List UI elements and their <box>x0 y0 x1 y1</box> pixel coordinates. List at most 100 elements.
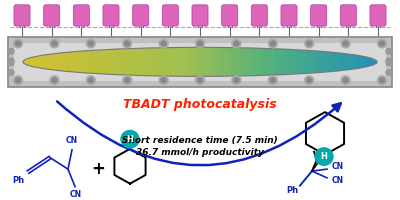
Circle shape <box>50 76 59 85</box>
Bar <box>355 55 359 69</box>
Bar <box>50 54 54 70</box>
Bar <box>297 50 302 74</box>
Bar <box>196 47 200 76</box>
FancyBboxPatch shape <box>133 5 149 26</box>
Bar <box>368 58 372 66</box>
Bar <box>275 49 280 75</box>
Bar <box>58 53 63 71</box>
Circle shape <box>123 76 132 85</box>
Circle shape <box>198 41 202 46</box>
Bar <box>288 49 293 74</box>
Circle shape <box>52 41 57 46</box>
Circle shape <box>8 58 14 64</box>
Bar <box>249 48 253 76</box>
Bar <box>306 50 311 73</box>
Circle shape <box>14 39 22 48</box>
Bar <box>311 51 315 73</box>
Bar <box>337 53 342 71</box>
Bar <box>324 52 328 72</box>
Circle shape <box>52 78 57 83</box>
Bar <box>302 50 306 74</box>
Text: CN: CN <box>332 176 344 185</box>
Circle shape <box>159 76 168 85</box>
Bar <box>98 50 103 74</box>
Circle shape <box>16 78 20 83</box>
FancyBboxPatch shape <box>14 5 30 26</box>
Bar <box>218 47 222 76</box>
Circle shape <box>88 78 93 83</box>
Circle shape <box>341 76 350 85</box>
Circle shape <box>232 39 241 48</box>
FancyBboxPatch shape <box>192 5 208 26</box>
Text: H: H <box>126 135 134 144</box>
Bar <box>28 58 32 66</box>
Bar <box>253 48 258 76</box>
Circle shape <box>378 76 386 85</box>
Bar <box>142 48 147 76</box>
Circle shape <box>380 41 384 46</box>
Bar <box>178 47 182 76</box>
Bar <box>209 47 213 76</box>
Circle shape <box>386 58 392 64</box>
Bar <box>359 56 364 68</box>
FancyBboxPatch shape <box>14 43 386 81</box>
Circle shape <box>196 76 204 85</box>
Bar <box>342 53 346 70</box>
Bar <box>226 48 231 76</box>
Circle shape <box>161 41 166 46</box>
Circle shape <box>234 78 239 83</box>
Text: TBADT photocatalysis: TBADT photocatalysis <box>123 98 277 111</box>
Circle shape <box>307 78 312 83</box>
Bar <box>160 48 165 76</box>
Circle shape <box>123 39 132 48</box>
Bar <box>315 51 320 73</box>
Bar <box>204 47 209 76</box>
Circle shape <box>86 76 95 85</box>
Bar <box>134 48 138 75</box>
Bar <box>129 48 134 75</box>
Bar <box>284 49 288 75</box>
Bar <box>54 53 58 70</box>
Bar <box>333 52 337 71</box>
Text: CN: CN <box>66 136 78 145</box>
Bar <box>231 48 235 76</box>
FancyBboxPatch shape <box>340 5 356 26</box>
Bar <box>45 55 50 69</box>
Circle shape <box>8 48 14 54</box>
Circle shape <box>16 41 20 46</box>
Circle shape <box>268 76 277 85</box>
FancyBboxPatch shape <box>103 5 119 26</box>
Bar <box>213 47 218 76</box>
Circle shape <box>380 78 384 83</box>
Bar <box>320 51 324 72</box>
Circle shape <box>198 78 202 83</box>
Bar <box>328 52 333 72</box>
FancyBboxPatch shape <box>311 5 327 26</box>
Bar <box>258 48 262 76</box>
Circle shape <box>268 39 277 48</box>
Bar <box>41 55 45 69</box>
Circle shape <box>125 41 130 46</box>
FancyBboxPatch shape <box>281 5 297 26</box>
FancyBboxPatch shape <box>44 5 60 26</box>
Circle shape <box>14 76 22 85</box>
Text: CN: CN <box>332 162 344 171</box>
Circle shape <box>270 78 275 83</box>
Bar <box>63 52 67 71</box>
Circle shape <box>8 70 14 75</box>
Bar <box>372 60 377 64</box>
FancyBboxPatch shape <box>162 5 178 26</box>
Circle shape <box>88 41 93 46</box>
Bar <box>191 47 196 76</box>
Bar <box>76 51 80 72</box>
Bar <box>174 47 178 76</box>
Text: Ph: Ph <box>12 176 24 185</box>
Bar <box>364 57 368 67</box>
Bar <box>112 49 116 75</box>
Bar <box>244 48 249 76</box>
Circle shape <box>121 130 139 148</box>
Bar <box>280 49 284 75</box>
Bar <box>182 47 187 76</box>
Bar <box>151 48 156 76</box>
Bar <box>147 48 151 76</box>
